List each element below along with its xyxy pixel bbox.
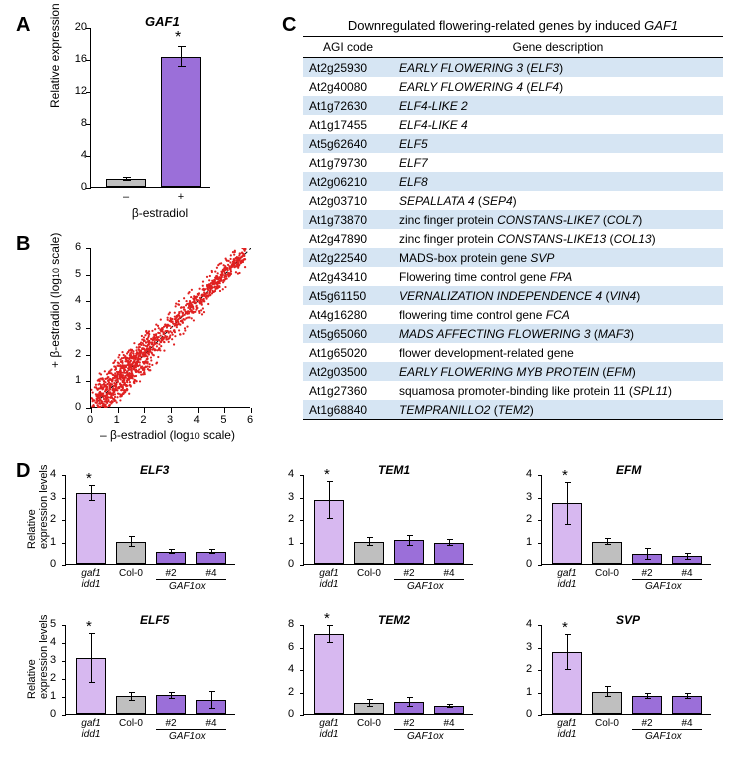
chart-b-area: 00112233445566 [90,248,250,408]
small-chart: TEM202468*gaf1idd1Col-0#2#4GAF1ox [258,615,483,755]
table-row: At1g17455ELF4-LIKE 4 [303,115,723,134]
table-row: At1g72630ELF4-LIKE 2 [303,96,723,115]
panel-label-a: A [16,14,30,37]
panel-label-b: B [16,233,30,256]
panel-d: ELF3Relativeexpression levels01234*gaf1i… [20,465,730,760]
chart-a-area: 048121620–*+ [90,28,210,188]
small-chart: ELF5Relativeexpression levels012345*gaf1… [20,615,245,755]
chart-a-xlabel: β-estradiol [120,206,200,220]
table-c-title: Downregulated flowering-related genes by… [303,18,723,37]
chart-b-ylabel: + β-estradiol (log10 scale) [48,233,62,368]
table-c-col-desc: Gene description [393,37,723,58]
figure: A B C D GAF1 Relative expression levels … [10,10,730,761]
table-row: At5g62640ELF5 [303,134,723,153]
panel-label-c: C [282,14,296,37]
table-row: At5g65060MADS AFFECTING FLOWERING 3 (MAF… [303,324,723,343]
table-row: At5g61150VERNALIZATION INDEPENDENCE 4 (V… [303,286,723,305]
table-row: At2g22540MADS-box protein gene SVP [303,248,723,267]
small-chart: TEM101234*gaf1idd1Col-0#2#4GAF1ox [258,465,483,605]
table-row: At2g47890zinc finger protein CONSTANS-LI… [303,229,723,248]
table-row: At1g65020flower development-related gene [303,343,723,362]
table-row: At2g40080EARLY FLOWERING 4 (ELF4) [303,77,723,96]
small-chart: EFM01234*gaf1idd1Col-0#2#4GAF1ox [496,465,721,605]
chart-a-ylabel: Relative expression levels [48,0,62,108]
table-row: At2g06210ELF8 [303,172,723,191]
table-row: At2g43410Flowering time control gene FPA [303,267,723,286]
table-row: At4g16280flowering time control gene FCA [303,305,723,324]
small-chart: ELF3Relativeexpression levels01234*gaf1i… [20,465,245,605]
table-c-col-agi: AGI code [303,37,393,58]
table-row: At1g68840TEMPRANILLO2 (TEM2) [303,400,723,420]
table-row: At2g03710SEPALLATA 4 (SEP4) [303,191,723,210]
table-row: At1g73870zinc finger protein CONSTANS-LI… [303,210,723,229]
chart-a-title: GAF1 [145,14,180,29]
table-row: At2g03500EARLY FLOWERING MYB PROTEIN (EF… [303,362,723,381]
scatter-plot [91,248,251,408]
chart-b-xlabel: – β-estradiol (log10 scale) [100,428,235,442]
table-row: At1g27360squamosa promoter-binding like … [303,381,723,400]
panel-a: GAF1 Relative expression levels 04812162… [50,18,230,218]
small-chart: SVP01234*gaf1idd1Col-0#2#4GAF1ox [496,615,721,755]
panel-b: + β-estradiol (log10 scale) 001122334455… [50,238,260,458]
table-row: At1g79730ELF7 [303,153,723,172]
panel-c: Downregulated flowering-related genes by… [303,18,723,420]
table-c: AGI code Gene description At2g25930EARLY… [303,37,723,420]
table-row: At2g25930EARLY FLOWERING 3 (ELF3) [303,58,723,78]
